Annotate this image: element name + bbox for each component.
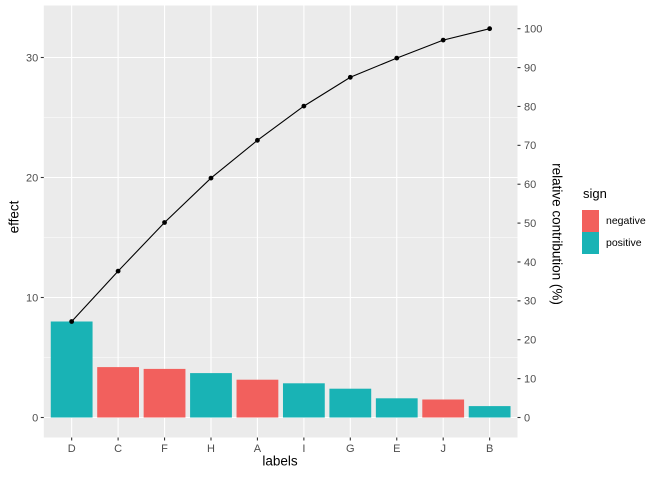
bar-H <box>190 373 232 418</box>
cumulative-point-D <box>69 319 75 324</box>
positive-color-swatch <box>582 232 599 254</box>
cumulative-point-C <box>115 268 121 274</box>
panel-background <box>43 5 518 438</box>
bar-D <box>50 321 93 418</box>
bar-F <box>143 368 186 418</box>
bar-J <box>422 399 465 418</box>
cumulative-point-G <box>347 74 353 80</box>
legend-label-negative: negative <box>606 215 646 227</box>
cumulative-point-E <box>394 55 400 61</box>
category-label-C: C <box>114 443 122 455</box>
negative-color-swatch <box>582 210 599 232</box>
category-label-F: F <box>161 443 168 455</box>
category-label-H: H <box>207 443 215 455</box>
left-tick-label: 0 <box>32 412 38 424</box>
bar-I <box>282 383 325 418</box>
right-tick-label: 0 <box>524 412 530 424</box>
left-tick-label: 30 <box>26 52 38 64</box>
legend-item-positive: positive <box>582 232 646 254</box>
right-tick-label: 90 <box>524 62 536 74</box>
right-tick-label: 50 <box>524 218 536 230</box>
category-label-E: E <box>393 443 400 455</box>
cumulative-point-H <box>208 175 214 181</box>
category-label-G: G <box>346 443 355 455</box>
category-label-I: I <box>302 443 305 455</box>
right-axis-title: relative contribution (%) <box>549 163 565 305</box>
legend-label-positive: positive <box>606 237 642 249</box>
right-tick-label: 80 <box>524 101 536 113</box>
cumulative-point-I <box>301 103 307 109</box>
bar-A <box>236 379 279 418</box>
cumulative-point-B <box>487 26 493 32</box>
right-tick-label: 60 <box>524 179 536 191</box>
right-tick-label: 30 <box>524 296 536 308</box>
right-tick-label: 20 <box>524 335 536 347</box>
right-tick-label: 40 <box>524 257 536 269</box>
category-label-D: D <box>68 443 76 455</box>
left-tick-label: 10 <box>26 292 38 304</box>
cumulative-point-J <box>440 37 446 43</box>
bar-B <box>468 406 511 418</box>
bar-G <box>329 388 372 418</box>
category-label-A: A <box>254 443 262 455</box>
legend-item-negative: negative <box>582 210 646 232</box>
legend: sign negative positive <box>582 186 646 254</box>
bar-E <box>375 398 418 418</box>
cumulative-point-F <box>162 220 167 225</box>
right-tick-label: 100 <box>524 24 542 36</box>
x-axis-title: labels <box>262 453 298 469</box>
cumulative-point-A <box>255 137 260 143</box>
right-tick-label: 70 <box>524 140 536 152</box>
legend-title: sign <box>583 186 607 201</box>
right-tick-label: 10 <box>524 373 536 385</box>
left-tick-label: 20 <box>26 172 38 184</box>
category-label-J: J <box>440 443 446 455</box>
category-label-B: B <box>486 443 493 455</box>
bar-C <box>97 367 140 418</box>
left-axis-title: effect <box>6 200 22 234</box>
cumulative-line <box>71 28 490 322</box>
